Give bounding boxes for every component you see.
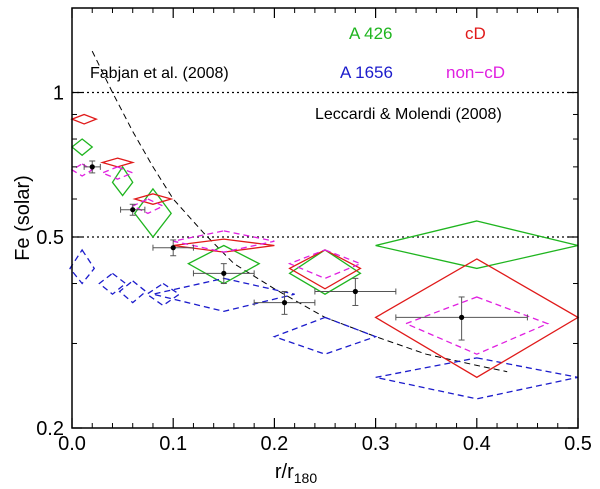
model-curve bbox=[91, 50, 508, 373]
model-curve-group bbox=[91, 50, 508, 373]
series-box bbox=[173, 230, 275, 253]
series-box bbox=[70, 163, 94, 177]
annotation-fabjan: Fabjan et al. (2008) bbox=[90, 65, 229, 82]
series-box bbox=[132, 193, 174, 205]
series-box bbox=[152, 277, 295, 313]
axis-ticks: 0.0 0.1 0.2 0.3 0.4 0.5 0.2 0.5 1 bbox=[36, 8, 592, 455]
measurement-points bbox=[83, 160, 528, 341]
plot-frame bbox=[71, 7, 579, 429]
series-box bbox=[70, 138, 94, 157]
y-tick-label: 0.2 bbox=[36, 418, 64, 440]
measurement-dot bbox=[221, 270, 227, 276]
series-box bbox=[69, 248, 96, 285]
series-box bbox=[404, 296, 550, 355]
annotation-leccardi: Leccardi & Molendi (2008) bbox=[315, 106, 502, 123]
legend-cd: cD bbox=[465, 24, 486, 43]
measurement-point bbox=[120, 203, 146, 216]
reference-lines bbox=[72, 91, 578, 238]
measurement-dot bbox=[130, 207, 136, 213]
legend-a426: A 426 bbox=[349, 24, 393, 43]
series-box bbox=[118, 280, 147, 304]
series-box bbox=[375, 357, 579, 400]
series-box bbox=[374, 258, 580, 379]
series-box bbox=[70, 113, 99, 125]
y-tick-label: 1 bbox=[53, 83, 64, 105]
x-tick-label: 0.4 bbox=[463, 433, 491, 455]
measurement-dot bbox=[281, 300, 288, 306]
measurement-point bbox=[395, 296, 528, 341]
y-axis-label: Fe (solar) bbox=[12, 175, 34, 261]
x-tick-label: 0.0 bbox=[58, 433, 86, 455]
series-box bbox=[98, 272, 127, 296]
series-box bbox=[375, 220, 579, 270]
measurement-dot bbox=[459, 314, 465, 320]
x-axis-label-subscript: 180 bbox=[294, 470, 318, 486]
series-box bbox=[288, 249, 362, 290]
measurement-dot bbox=[352, 288, 358, 295]
x-tick-label: 0.5 bbox=[564, 433, 592, 455]
series-box bbox=[287, 249, 363, 280]
measurement-point bbox=[253, 290, 316, 315]
measurement-point bbox=[192, 263, 255, 285]
series-box bbox=[133, 187, 172, 239]
measurement-point bbox=[83, 160, 101, 174]
x-tick-label: 0.2 bbox=[260, 433, 288, 455]
measurement-point bbox=[152, 239, 194, 257]
y-tick-label: 0.5 bbox=[36, 227, 64, 249]
series-box bbox=[145, 282, 181, 307]
series-box bbox=[100, 166, 135, 180]
series-box bbox=[288, 249, 362, 295]
series-boxes bbox=[69, 113, 580, 400]
x-tick-label: 0.1 bbox=[159, 433, 187, 455]
series-box bbox=[111, 165, 134, 197]
x-axis-label: r/r180 bbox=[275, 461, 317, 486]
x-axis-label-main: r/r bbox=[275, 461, 294, 483]
x-tick-label: 0.3 bbox=[362, 433, 390, 455]
measurement-dot bbox=[89, 164, 95, 170]
legend-noncd: non−cD bbox=[446, 63, 505, 82]
series-box bbox=[131, 198, 165, 215]
measurement-point bbox=[314, 277, 397, 306]
legend-a1656: A 1656 bbox=[340, 63, 393, 82]
measurement-dot bbox=[170, 245, 176, 251]
